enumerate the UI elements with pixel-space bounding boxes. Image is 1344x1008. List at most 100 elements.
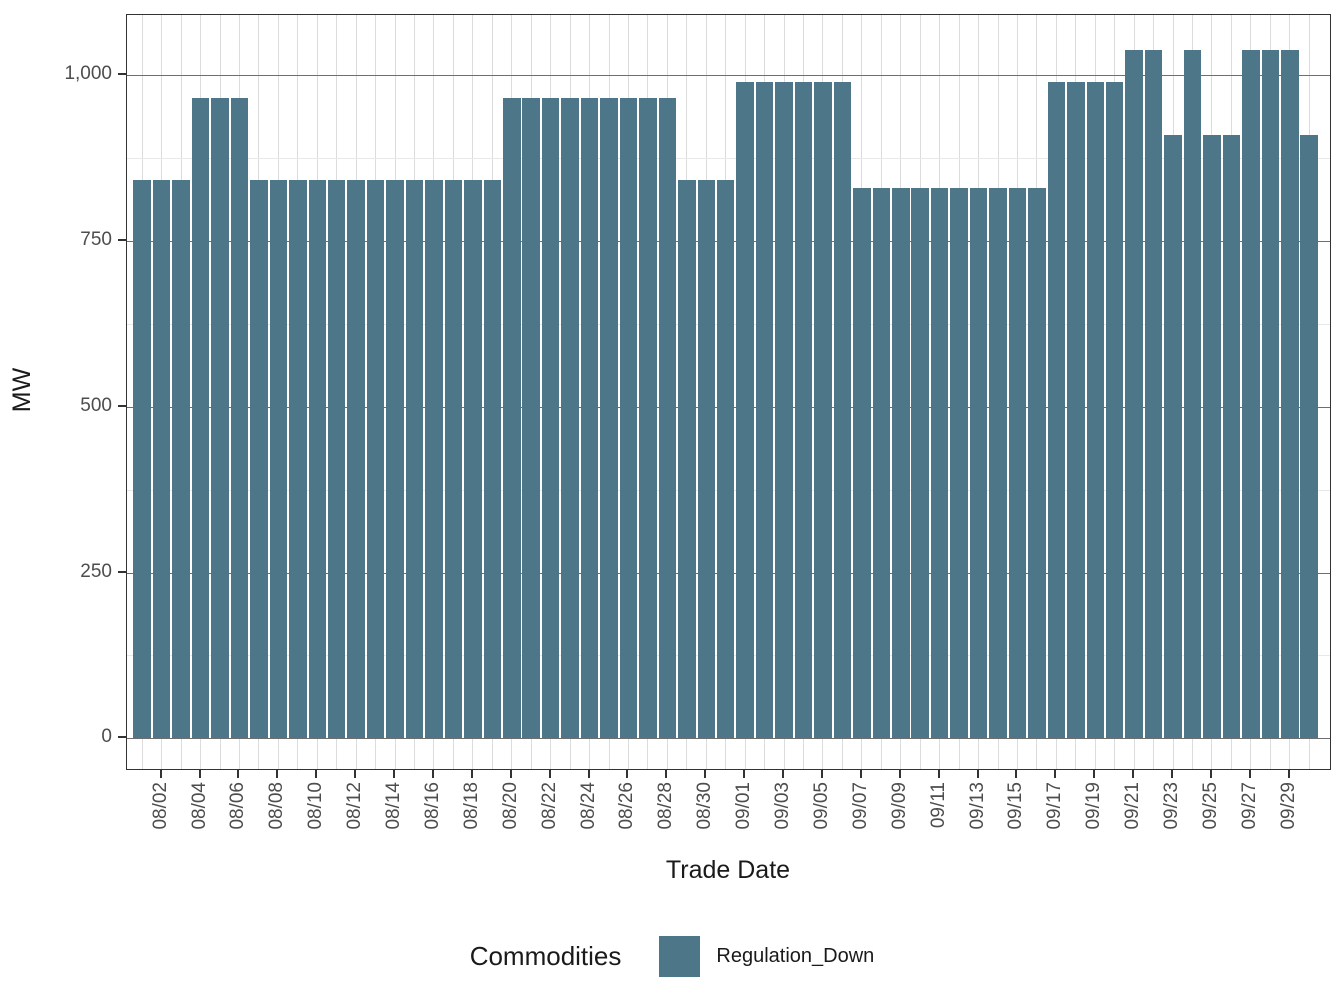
x-tick-label: 09/09 [888, 782, 910, 830]
x-tick-mark [548, 770, 551, 778]
bar [1242, 49, 1260, 739]
x-tick-mark [782, 770, 785, 778]
bar [230, 98, 249, 739]
x-tick-label: 08/20 [499, 782, 521, 830]
plot-panel [126, 14, 1331, 770]
bar [561, 98, 579, 739]
x-tick-mark [1132, 770, 1135, 778]
bar [1203, 134, 1221, 739]
bar [327, 179, 346, 739]
x-tick-label: 09/13 [966, 782, 988, 830]
bar [600, 98, 618, 739]
x-tick-label: 08/16 [421, 782, 443, 830]
x-tick-mark [976, 770, 979, 778]
x-tick-label: 09/17 [1044, 782, 1066, 830]
bar [814, 81, 832, 739]
bar [425, 179, 443, 739]
y-tick-mark [118, 736, 126, 739]
x-tick-label: 08/30 [694, 782, 716, 830]
bar [308, 179, 326, 739]
x-tick-label: 09/21 [1122, 782, 1144, 830]
bar [1144, 49, 1163, 739]
x-tick-label: 08/18 [460, 782, 482, 830]
x-tick-mark [898, 770, 901, 778]
legend-swatch [659, 935, 701, 977]
bar [1067, 81, 1085, 739]
x-tick-label: 08/06 [227, 782, 249, 830]
legend: Commodities Regulation_Down [0, 930, 1344, 982]
x-tick-label: 09/23 [1161, 782, 1183, 830]
x-tick-mark [1054, 770, 1057, 778]
y-tick-label: 500 [80, 394, 112, 416]
x-tick-mark [1015, 770, 1018, 778]
x-tick-label: 08/10 [305, 782, 327, 830]
x-tick-mark [276, 770, 279, 778]
y-tick-label: 1,000 [64, 63, 112, 84]
bar [1183, 49, 1202, 739]
x-tick-mark [470, 770, 473, 778]
x-tick-label: 09/05 [810, 782, 832, 830]
bar [133, 179, 151, 739]
x-tick-label: 08/14 [383, 782, 405, 830]
bar [366, 179, 385, 739]
y-tick-mark [118, 73, 126, 75]
x-tick-label: 09/03 [772, 782, 794, 830]
bar [697, 179, 715, 739]
bar [289, 179, 307, 739]
major-gridline [127, 75, 1330, 76]
x-tick-label: 08/04 [188, 782, 210, 830]
bar [541, 98, 560, 739]
bar [794, 81, 813, 739]
x-tick-mark [393, 770, 396, 778]
x-tick-mark [1171, 770, 1174, 778]
x-tick-label: 09/11 [927, 782, 949, 829]
bar [911, 187, 929, 739]
x-tick-mark [159, 770, 162, 778]
bar [872, 187, 891, 739]
x-tick-mark [315, 770, 318, 778]
minor-gridline [127, 157, 1330, 159]
bar [1086, 81, 1104, 739]
y-tick-mark [118, 238, 126, 241]
x-tick-mark [743, 770, 746, 778]
bar [191, 98, 210, 739]
bar [483, 179, 502, 739]
bar [1164, 134, 1182, 739]
x-tick-mark [509, 770, 512, 778]
x-tick-label: 08/22 [538, 782, 560, 830]
y-tick-mark [118, 570, 126, 573]
x-tick-mark [1093, 770, 1096, 778]
bar [347, 179, 365, 739]
bar [755, 81, 774, 739]
bar [892, 187, 910, 739]
x-tick-label: 08/12 [344, 782, 366, 830]
bar [1222, 134, 1241, 739]
x-tick-label: 09/01 [733, 782, 755, 830]
bar [1047, 81, 1066, 739]
legend-label: Regulation_Down [716, 944, 875, 967]
bar [930, 187, 949, 739]
bar [950, 187, 968, 739]
x-tick-label: 09/19 [1083, 782, 1105, 830]
x-tick-mark [1248, 770, 1251, 778]
x-tick-label: 08/02 [149, 782, 171, 830]
x-tick-mark [1287, 770, 1290, 778]
bar [1028, 187, 1046, 739]
bar [736, 81, 754, 739]
bar [833, 81, 852, 739]
x-tick-label: 08/28 [655, 782, 677, 830]
x-tick-label: 08/26 [616, 782, 638, 830]
x-tick-label: 09/15 [1005, 782, 1027, 830]
x-tick-mark [937, 770, 940, 778]
bar [639, 98, 657, 739]
x-tick-mark [704, 770, 707, 778]
major-gridline [127, 738, 1330, 740]
bar [716, 179, 735, 739]
x-tick-mark [237, 770, 240, 778]
bar [853, 187, 871, 739]
bar [678, 179, 696, 739]
x-tick-mark [859, 770, 862, 778]
bar [989, 187, 1007, 739]
bar [444, 179, 463, 739]
